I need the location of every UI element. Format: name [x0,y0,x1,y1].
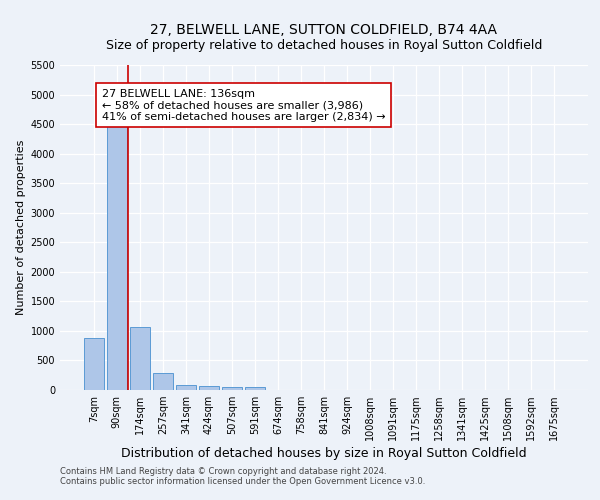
Y-axis label: Number of detached properties: Number of detached properties [16,140,26,315]
Bar [199,386,218,390]
Bar [107,120,127,390]
Bar [176,384,196,390]
Text: Contains public sector information licensed under the Open Government Licence v3: Contains public sector information licen… [60,477,425,486]
Bar [222,387,242,390]
X-axis label: Distribution of detached houses by size in Royal Sutton Coldfield: Distribution of detached houses by size … [121,448,527,460]
Text: 27, BELWELL LANE, SUTTON COLDFIELD, B74 4AA: 27, BELWELL LANE, SUTTON COLDFIELD, B74 … [151,22,497,36]
Bar [84,338,104,390]
Bar [130,328,149,390]
Text: Contains HM Land Registry data © Crown copyright and database right 2024.: Contains HM Land Registry data © Crown c… [60,467,386,476]
Text: Size of property relative to detached houses in Royal Sutton Coldfield: Size of property relative to detached ho… [106,38,542,52]
Bar [245,387,265,390]
Bar [153,373,173,390]
Text: 27 BELWELL LANE: 136sqm
← 58% of detached houses are smaller (3,986)
41% of semi: 27 BELWELL LANE: 136sqm ← 58% of detache… [102,88,385,122]
